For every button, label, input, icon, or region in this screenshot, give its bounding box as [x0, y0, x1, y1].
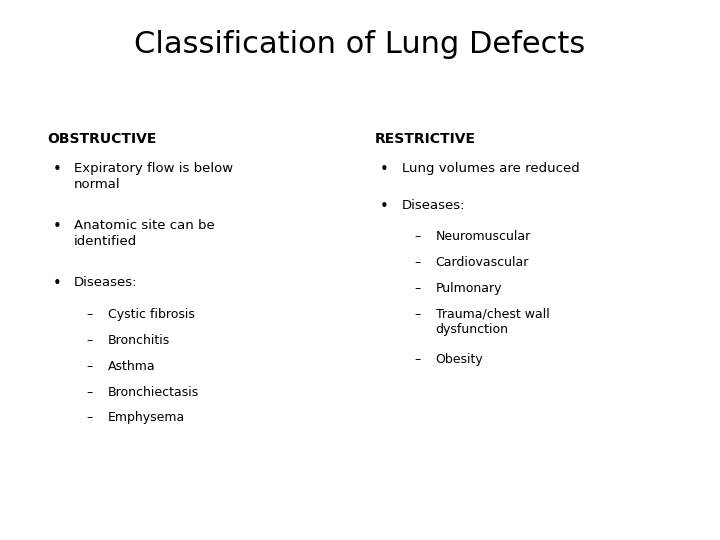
Text: OBSTRUCTIVE: OBSTRUCTIVE — [47, 132, 156, 146]
Text: •: • — [53, 276, 61, 292]
Text: Bronchitis: Bronchitis — [108, 334, 170, 347]
Text: •: • — [53, 219, 61, 234]
Text: •: • — [53, 162, 61, 177]
Text: Asthma: Asthma — [108, 360, 156, 373]
Text: Cardiovascular: Cardiovascular — [436, 256, 529, 269]
Text: Emphysema: Emphysema — [108, 411, 185, 424]
Text: Bronchiectasis: Bronchiectasis — [108, 386, 199, 399]
Text: Trauma/chest wall
dysfunction: Trauma/chest wall dysfunction — [436, 308, 549, 336]
Text: Diseases:: Diseases: — [402, 199, 465, 212]
Text: –: – — [414, 256, 420, 269]
Text: –: – — [86, 334, 93, 347]
Text: RESTRICTIVE: RESTRICTIVE — [374, 132, 475, 146]
Text: Classification of Lung Defects: Classification of Lung Defects — [135, 30, 585, 59]
Text: –: – — [414, 282, 420, 295]
Text: –: – — [86, 360, 93, 373]
Text: •: • — [380, 162, 389, 177]
Text: Neuromuscular: Neuromuscular — [436, 230, 531, 243]
Text: Lung volumes are reduced: Lung volumes are reduced — [402, 162, 580, 175]
Text: –: – — [86, 411, 93, 424]
Text: –: – — [414, 353, 420, 366]
Text: Diseases:: Diseases: — [74, 276, 138, 289]
Text: –: – — [414, 230, 420, 243]
Text: –: – — [86, 308, 93, 321]
Text: •: • — [380, 199, 389, 214]
Text: Obesity: Obesity — [436, 353, 483, 366]
Text: Expiratory flow is below
normal: Expiratory flow is below normal — [74, 162, 233, 191]
Text: Pulmonary: Pulmonary — [436, 282, 502, 295]
Text: Cystic fibrosis: Cystic fibrosis — [108, 308, 195, 321]
Text: –: – — [414, 308, 420, 321]
Text: Anatomic site can be
identified: Anatomic site can be identified — [74, 219, 215, 248]
Text: –: – — [86, 386, 93, 399]
